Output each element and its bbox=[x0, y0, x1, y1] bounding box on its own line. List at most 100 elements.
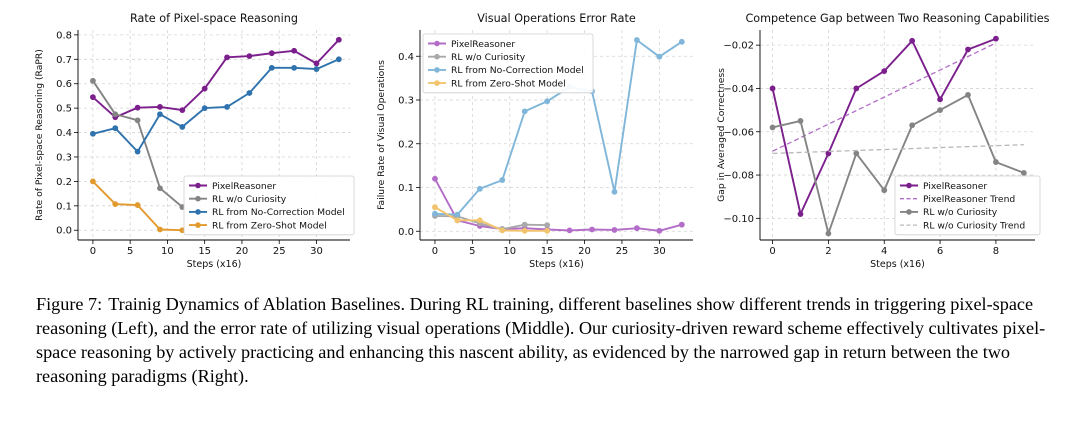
data-point-pixelreasoner bbox=[656, 227, 663, 234]
data-point-rl-from-no-correction-model bbox=[335, 56, 342, 63]
x-tick-label: 30 bbox=[653, 246, 666, 257]
legend-box bbox=[183, 175, 355, 236]
legend-label: RL from Zero-Shot Model bbox=[212, 220, 327, 231]
data-point-rl-w-o-curiosity bbox=[90, 77, 96, 84]
legend: PixelReasoner RL w/o Curiosity RL from No-… bbox=[422, 33, 594, 94]
data-point-rl-from-no-correction-model bbox=[179, 124, 186, 130]
series-line-rl-from-no-correction-model bbox=[92, 58, 340, 153]
legend-label: PixelReasoner bbox=[923, 181, 987, 192]
y-tick-label: 0.7 bbox=[56, 55, 72, 66]
y-axis-label: Failure Rate of Visual Operations bbox=[376, 60, 387, 210]
x-tick-label: 15 bbox=[198, 246, 211, 257]
legend-label: RL w/o Curiosity bbox=[212, 194, 287, 205]
data-point-rl-from-zero-shot-model bbox=[90, 178, 96, 185]
y-tick-label: −0.06 bbox=[723, 127, 754, 138]
y-tick-label: −0.02 bbox=[723, 41, 754, 52]
data-point-rl-w-o-curiosity bbox=[825, 230, 832, 237]
legend-box bbox=[894, 175, 1041, 236]
figure-label: Figure 7: bbox=[36, 294, 103, 314]
x-axis-label: Steps (x16) bbox=[187, 259, 242, 270]
data-point-rl-from-no-correction-model bbox=[432, 210, 438, 217]
y-tick-label: −0.10 bbox=[723, 214, 754, 225]
legend-label: PixelReasoner bbox=[451, 39, 515, 50]
y-axis-label: Gap in Averaged Correctness bbox=[716, 68, 727, 202]
data-point-pixelreasoner bbox=[335, 36, 342, 43]
legend-label: RL from No-Correction Model bbox=[212, 207, 345, 218]
series-line-pixelreasoner bbox=[92, 39, 340, 119]
legend-box bbox=[422, 33, 594, 94]
data-point-rl-from-zero-shot-model bbox=[476, 217, 483, 224]
data-point-pixelreasoner bbox=[432, 175, 438, 182]
data-point-rl-from-zero-shot-model bbox=[432, 204, 438, 211]
series-line-rl-from-zero-shot-model bbox=[434, 206, 548, 232]
chart-title: Rate of Pixel-space Reasoning bbox=[130, 12, 298, 25]
data-point-pixelreasoner bbox=[134, 104, 141, 111]
legend-label: RL from No-Correction Model bbox=[451, 65, 584, 76]
data-point-rl-from-no-correction-model bbox=[656, 53, 663, 60]
data-point-rl-w-o-curiosity bbox=[797, 118, 804, 124]
data-point-rl-w-o-curiosity bbox=[112, 111, 119, 118]
legend-marker bbox=[434, 80, 440, 86]
data-point-rl-from-zero-shot-model bbox=[134, 202, 141, 208]
y-tick-label: 0.4 bbox=[56, 128, 72, 139]
series-line-pixelreasoner-trend bbox=[772, 42, 997, 152]
y-tick-label: 0.3 bbox=[56, 152, 72, 163]
chart-panel-2: 0 5 10 15 20 25 30 0.0 0.1 0.2 0.3 0.4 Visual Operat… bbox=[376, 12, 693, 270]
data-point-pixelreasoner bbox=[769, 85, 776, 92]
data-point-rl-from-no-correction-model bbox=[246, 90, 253, 96]
legend: PixelReasoner PixelReasoner Trend RL w/o C… bbox=[894, 175, 1041, 236]
data-point-pixelreasoner bbox=[157, 104, 163, 110]
data-point-pixelreasoner bbox=[797, 211, 804, 217]
legend-label: PixelReasoner Trend bbox=[923, 194, 1015, 205]
data-point-pixelreasoner bbox=[881, 68, 888, 75]
data-point-rl-w-o-curiosity bbox=[881, 187, 888, 194]
legend-label: RL w/o Curiosity bbox=[923, 207, 998, 218]
data-point-pixelreasoner bbox=[201, 85, 208, 92]
data-point-pixelreasoner bbox=[179, 107, 186, 113]
chart-panel-1: 0 5 10 15 20 25 30 0.0 0.1 0.2 0.3 0.4 0.5 0.6 0.7 0.8 R… bbox=[34, 12, 355, 270]
data-point-rl-from-no-correction-model bbox=[521, 108, 528, 115]
x-tick-label: 6 bbox=[937, 246, 943, 257]
y-tick-label: 0.3 bbox=[398, 96, 414, 107]
y-tick-label: 0.6 bbox=[56, 79, 72, 90]
data-point-rl-from-zero-shot-model bbox=[454, 217, 461, 224]
legend: PixelReasoner RL w/o Curiosity RL from No-… bbox=[183, 175, 355, 236]
data-point-rl-from-no-correction-model bbox=[112, 125, 119, 132]
figure-caption-text: Trainig Dynamics of Ablation Baselines. … bbox=[36, 294, 1046, 386]
data-point-rl-w-o-curiosity bbox=[134, 117, 141, 124]
data-point-rl-w-o-curiosity bbox=[521, 221, 528, 228]
data-point-pixelreasoner bbox=[224, 54, 230, 61]
data-point-rl-w-o-curiosity bbox=[157, 185, 163, 192]
series-line-rl-from-no-correction-model bbox=[434, 39, 683, 216]
data-point-rl-from-zero-shot-model bbox=[112, 201, 119, 208]
data-point-rl-from-no-correction-model bbox=[611, 188, 618, 195]
y-tick-label: 0.0 bbox=[398, 227, 414, 238]
y-tick-label: 0.0 bbox=[56, 226, 72, 237]
data-point-pixelreasoner bbox=[313, 60, 320, 67]
x-tick-label: 30 bbox=[310, 246, 323, 257]
x-tick-label: 0 bbox=[432, 246, 438, 257]
x-tick-label: 2 bbox=[825, 246, 831, 257]
data-point-pixelreasoner bbox=[965, 46, 971, 53]
data-point-rl-from-no-correction-model bbox=[291, 64, 298, 71]
x-axis-label: Steps (x16) bbox=[870, 259, 925, 270]
data-point-rl-from-no-correction-model bbox=[634, 37, 640, 43]
x-tick-label: 25 bbox=[616, 246, 629, 257]
legend-marker bbox=[434, 67, 440, 73]
data-point-pixelreasoner bbox=[291, 47, 298, 54]
legend-marker bbox=[195, 182, 201, 189]
data-point-rl-from-zero-shot-model bbox=[521, 227, 528, 234]
chart-panel-3: 0 2 4 6 8 −0.10 −0.08 −0.06 −0.04 −0.02 Competence… bbox=[716, 12, 1050, 270]
y-tick-label: −0.08 bbox=[723, 171, 754, 182]
data-point-rl-w-o-curiosity bbox=[544, 222, 551, 229]
data-point-pixelreasoner bbox=[611, 227, 618, 233]
chart-title: Visual Operations Error Rate bbox=[477, 12, 636, 25]
x-tick-label: 15 bbox=[541, 246, 554, 257]
data-point-pixelreasoner bbox=[634, 225, 640, 232]
chart-title: Competence Gap between Two Reasoning Cap… bbox=[745, 12, 1049, 25]
data-point-pixelreasoner bbox=[90, 94, 96, 101]
data-point-pixelreasoner bbox=[566, 227, 573, 234]
y-tick-label: 0.1 bbox=[56, 201, 72, 212]
series-line-rl-w-o-curiosity-trend bbox=[772, 144, 1024, 155]
y-tick-label: 0.5 bbox=[56, 104, 72, 115]
